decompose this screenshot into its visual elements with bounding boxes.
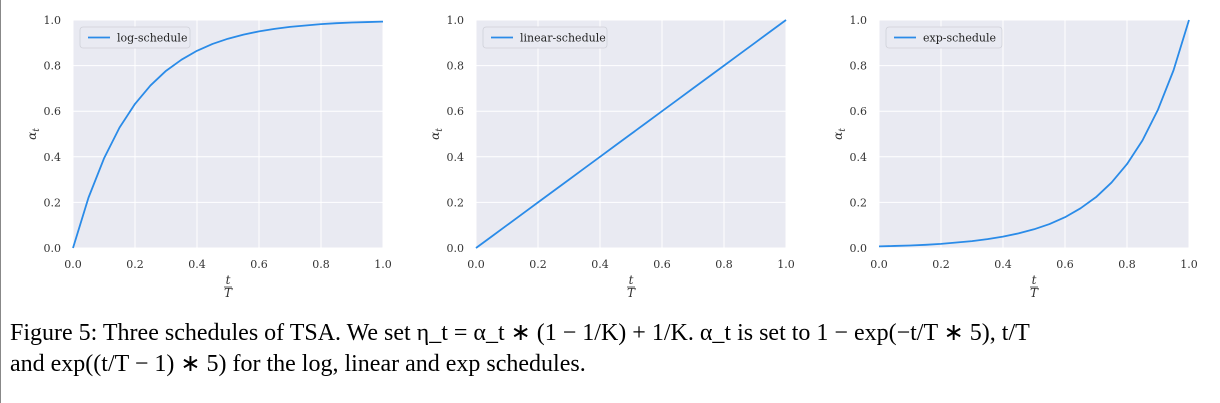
legend: linear-schedule <box>482 26 608 49</box>
x-tick-label: 0.8 <box>715 258 733 271</box>
y-tick-label: 0.4 <box>850 151 868 164</box>
y-axis-label: αt <box>831 128 848 140</box>
y-tick-label: 0.6 <box>44 105 62 118</box>
y-tick-label: 0.0 <box>850 242 868 255</box>
legend-label: exp-schedule <box>923 32 996 45</box>
legend-label: linear-schedule <box>520 32 606 45</box>
y-tick-label: 0.6 <box>850 105 868 118</box>
x-tick-label: 0.4 <box>188 258 206 271</box>
series-line <box>878 19 1190 248</box>
x-tick-label: 0.6 <box>250 258 268 271</box>
y-tick-label: 1.0 <box>44 14 62 27</box>
y-axis-label: αt <box>25 128 42 140</box>
y-tick-label: 0.0 <box>447 242 465 255</box>
svg-text:T: T <box>627 286 636 300</box>
x-tick-label: 0.2 <box>932 258 950 271</box>
y-tick-label: 1.0 <box>447 14 465 27</box>
legend: log-schedule <box>79 26 191 49</box>
svg-text:T: T <box>224 286 233 300</box>
x-tick-label: 0.4 <box>994 258 1012 271</box>
x-axis-label: tT <box>1030 273 1039 300</box>
svg-text:t: t <box>1032 273 1037 287</box>
x-tick-label: 0.8 <box>1118 258 1136 271</box>
y-tick-label: 0.0 <box>44 242 62 255</box>
caption-line-1: Figure 5: Three schedules of TSA. We set… <box>10 320 1030 346</box>
x-tick-label: 1.0 <box>777 258 795 271</box>
svg-text:t: t <box>226 273 231 287</box>
chart-panel-2: 0.0 0.2 0.4 0.6 0.8 1.00.00.20.40.60.81.0tTαt… <box>428 14 795 300</box>
x-tick-label: 0.8 <box>312 258 330 271</box>
plot-area <box>73 20 383 248</box>
y-tick-label: 0.2 <box>850 196 868 209</box>
y-tick-label: 0.6 <box>447 105 465 118</box>
x-tick-label: 0.2 <box>126 258 144 271</box>
y-tick-label: 0.4 <box>447 151 465 164</box>
x-tick-label: 0.0 <box>870 258 888 271</box>
x-tick-label: 1.0 <box>1180 258 1198 271</box>
y-tick-label: 0.8 <box>44 60 62 73</box>
y-tick-label: 1.0 <box>850 14 868 27</box>
x-tick-label: 0.0 <box>64 258 82 271</box>
chart-panel-1: 0.0 0.2 0.4 0.6 0.8 1.00.00.20.40.60.81.0tTαt… <box>25 14 392 300</box>
x-tick-label: 0.6 <box>653 258 671 271</box>
x-axis-label: tT <box>627 273 636 300</box>
x-tick-label: 0.4 <box>591 258 609 271</box>
caption-line-2: and exp((t/T − 1) ∗ 5) for the log, line… <box>10 351 586 377</box>
x-tick-label: 0.0 <box>467 258 485 271</box>
chart-panel-3: 0.0 0.2 0.4 0.6 0.8 1.00.00.20.40.60.81.0tTαt… <box>831 14 1198 300</box>
y-axis-label: αt <box>428 128 445 140</box>
x-tick-label: 0.2 <box>529 258 547 271</box>
x-axis-label: tT <box>224 273 233 300</box>
plot-area <box>879 20 1189 248</box>
x-tick-label: 0.6 <box>1056 258 1074 271</box>
y-tick-label: 0.4 <box>44 151 62 164</box>
figure-caption: Figure 5: Three schedules of TSA. We set… <box>10 318 1210 380</box>
svg-text:T: T <box>1030 286 1039 300</box>
x-tick-label: 1.0 <box>374 258 392 271</box>
legend: exp-schedule <box>885 26 1003 49</box>
svg-text:t: t <box>629 273 634 287</box>
legend-label: log-schedule <box>117 32 187 45</box>
y-tick-label: 0.2 <box>44 196 62 209</box>
schedule-charts: 0.0 0.2 0.4 0.6 0.8 1.00.00.20.40.60.81.0tTαt… <box>25 14 1198 300</box>
y-tick-label: 0.2 <box>447 196 465 209</box>
y-tick-label: 0.8 <box>447 60 465 73</box>
y-tick-label: 0.8 <box>850 60 868 73</box>
series-line <box>475 19 787 249</box>
series-line <box>72 20 384 249</box>
